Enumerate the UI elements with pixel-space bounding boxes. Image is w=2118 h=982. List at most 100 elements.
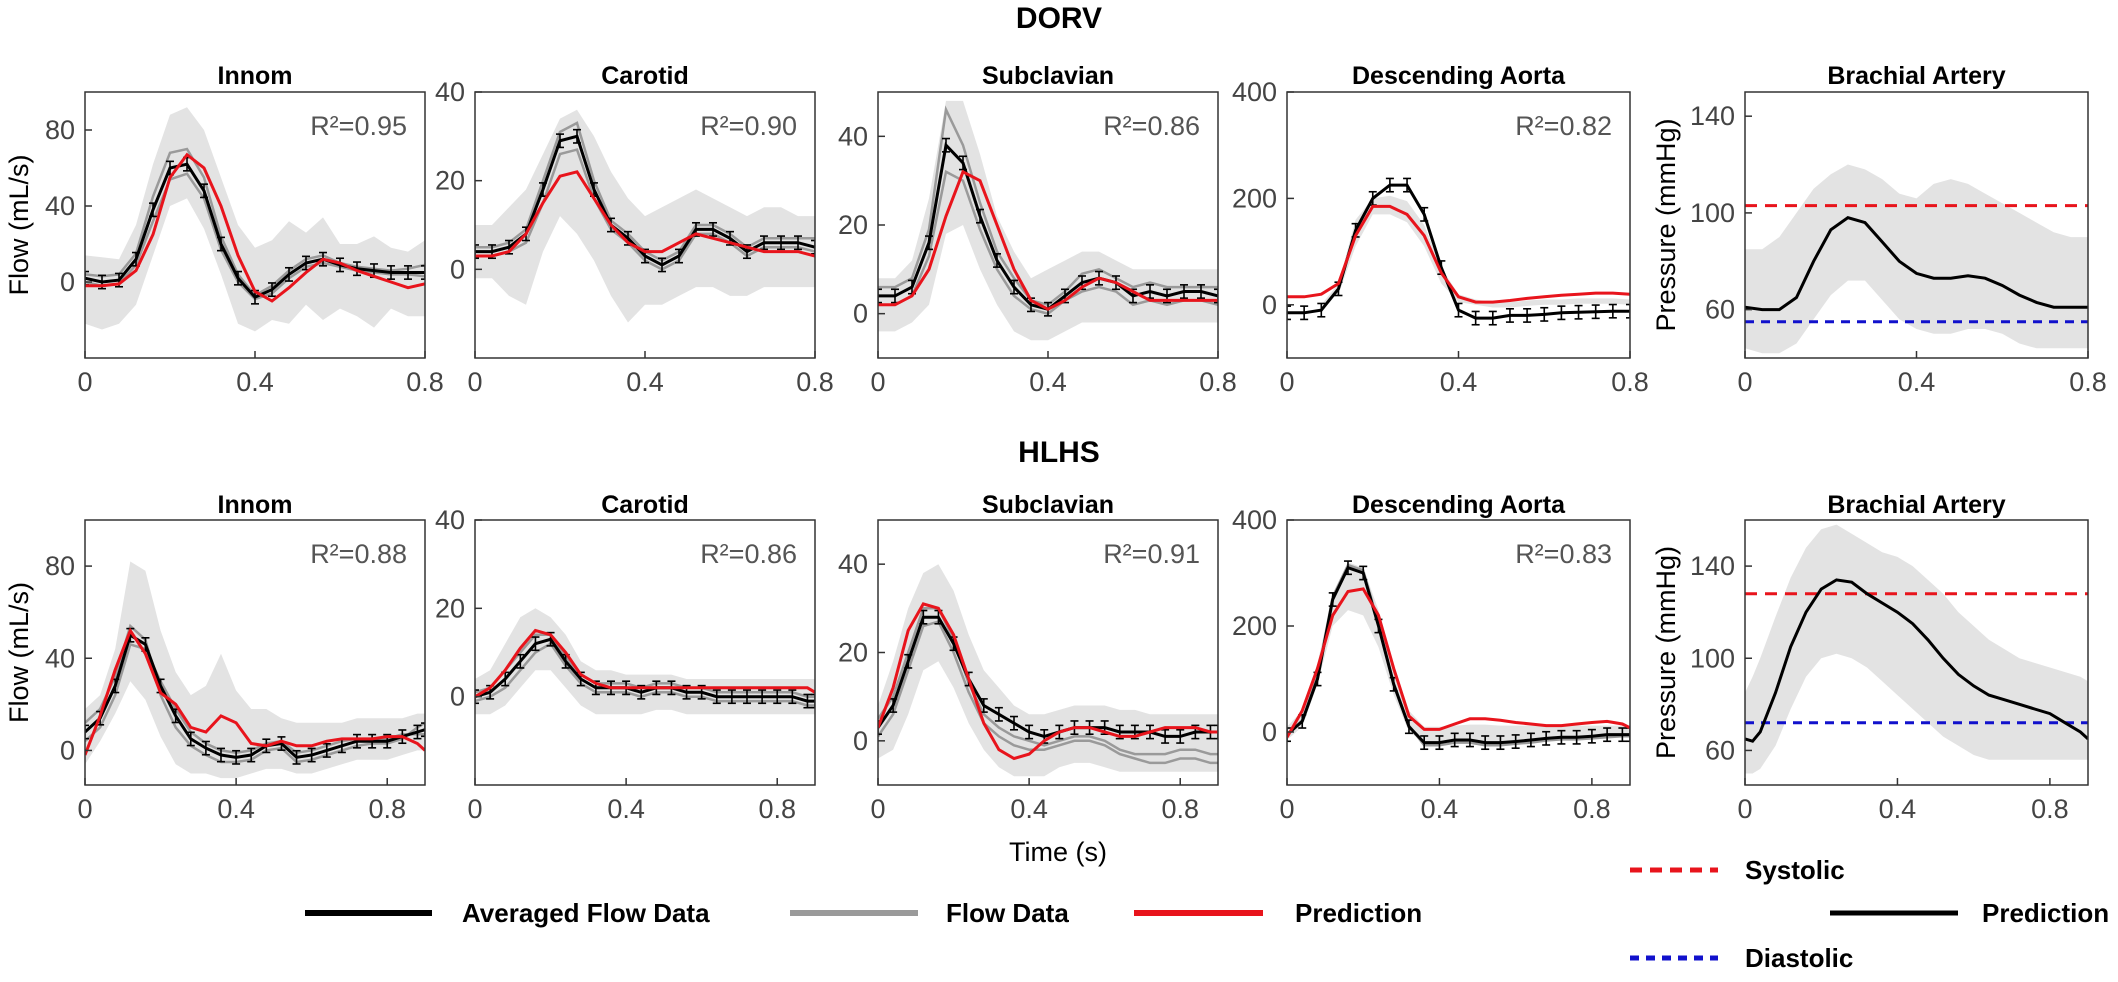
error-bar <box>1403 177 1412 193</box>
error-bar <box>1287 305 1291 321</box>
plot-area <box>475 109 815 323</box>
panel-title: Carotid <box>601 62 689 90</box>
prediction-line <box>1287 587 1630 739</box>
y-tick-label: 20 <box>435 593 465 623</box>
y-tick-label: 0 <box>853 299 868 329</box>
error-bar <box>413 724 422 740</box>
error-bar <box>1488 310 1497 326</box>
error-bar <box>1603 727 1612 743</box>
y-tick-label: 40 <box>435 77 465 107</box>
error-bar <box>1359 565 1368 581</box>
x-tick-label: 0 <box>467 794 482 824</box>
y-tick-label: 60 <box>1705 735 1735 765</box>
error-bar <box>773 689 782 705</box>
y-tick-label: 400 <box>1232 505 1277 535</box>
error-bar <box>1465 732 1474 748</box>
x-tick-label: 0 <box>870 367 885 397</box>
pressure-prediction-line <box>1745 578 2088 743</box>
error-bar <box>777 235 785 251</box>
error-bar <box>85 724 89 740</box>
x-tick-label: 0.8 <box>1199 367 1237 397</box>
error-bar <box>285 266 293 282</box>
plot-area <box>85 561 425 779</box>
error-bar <box>556 133 564 149</box>
error-bar <box>1557 729 1566 745</box>
error-bar <box>878 288 882 304</box>
error-bar <box>1542 730 1551 746</box>
uncertainty-band <box>1745 164 2088 354</box>
panel-r0c4: 0 0.4 0.8 60 100 140 Brachial Artery Pressure (… <box>1651 62 2107 397</box>
r-squared-label: R²=0.86 <box>700 539 797 569</box>
error-bar <box>959 155 967 171</box>
error-bar <box>1572 729 1581 745</box>
error-bar <box>1511 734 1520 749</box>
error-bar <box>1435 735 1444 751</box>
error-bar <box>247 747 256 763</box>
r-squared-label: R²=0.86 <box>1103 111 1200 141</box>
legend-systolic-label: Systolic <box>1745 855 1845 885</box>
prediction-line <box>475 628 815 698</box>
error-bar <box>421 265 425 280</box>
error-bar <box>292 749 301 765</box>
error-bar <box>1454 302 1463 318</box>
x-tick-label: 0.8 <box>1611 367 1649 397</box>
panel-title: Subclavian <box>982 491 1114 519</box>
panel-r1c4: 0 0.4 0.8 60 100 140 Brachial Artery Pressure (… <box>1651 491 2089 824</box>
y-tick-label: 40 <box>45 191 75 221</box>
x-tick-label: 0.4 <box>1879 794 1917 824</box>
prediction-line <box>85 627 425 756</box>
x-axis-label: Time (s) <box>1009 837 1107 867</box>
r-squared-label: R²=0.82 <box>1515 111 1612 141</box>
y-tick-label: 80 <box>45 551 75 581</box>
uncertainty-band <box>475 109 815 323</box>
x-tick-label: 0.8 <box>2031 794 2069 824</box>
error-bar <box>675 248 683 264</box>
x-tick-label: 0 <box>77 367 92 397</box>
prediction-line <box>878 169 1218 311</box>
x-tick-label: 0.4 <box>1029 367 1067 397</box>
legend-averaged-label: Averaged Flow Data <box>462 898 710 928</box>
x-tick-label: 0.4 <box>1421 794 1459 824</box>
x-tick-label: 0.4 <box>1898 367 1936 397</box>
error-bar <box>1300 305 1309 321</box>
x-tick-label: 0 <box>870 794 885 824</box>
y-tick-label: 140 <box>1690 551 1735 581</box>
legend-prediction-label: Prediction <box>1295 898 1422 928</box>
error-bar <box>925 235 933 251</box>
error-bar <box>1471 310 1480 326</box>
error-bar <box>1385 177 1394 193</box>
y-tick-label: 0 <box>450 254 465 284</box>
x-tick-label: 0.4 <box>1440 367 1478 397</box>
x-tick-label: 0.8 <box>1573 794 1611 824</box>
averaged-flow-line <box>878 615 1218 738</box>
error-bar <box>1618 727 1627 743</box>
error-bar <box>1496 735 1505 751</box>
error-bar <box>1328 592 1337 607</box>
error-bar <box>994 706 1003 722</box>
prediction-line <box>1287 204 1630 304</box>
error-bar <box>404 265 412 280</box>
x-tick-label: 0.8 <box>406 367 444 397</box>
x-tick-label: 0.8 <box>796 367 834 397</box>
error-bar <box>658 257 666 273</box>
error-bar <box>200 183 208 199</box>
error-bar <box>234 270 242 286</box>
y-tick-label: 20 <box>435 166 465 196</box>
plot-area <box>878 100 1218 341</box>
x-tick-label: 0 <box>1737 794 1752 824</box>
error-bar <box>788 689 797 705</box>
panel-title: Descending Aorta <box>1352 62 1566 90</box>
uncertainty-band <box>1745 524 2088 774</box>
r-squared-label: R²=0.83 <box>1515 539 1612 569</box>
error-bar <box>368 733 377 749</box>
x-tick-label: 0 <box>467 367 482 397</box>
error-bar <box>277 736 286 751</box>
x-tick-label: 0.4 <box>607 794 645 824</box>
averaged-flow-line <box>85 632 425 759</box>
error-bar <box>217 747 225 763</box>
error-bar <box>1626 303 1630 319</box>
error-bar <box>1010 715 1018 731</box>
legend-diastolic-label: Diastolic <box>1745 943 1853 973</box>
error-bar <box>794 235 802 251</box>
